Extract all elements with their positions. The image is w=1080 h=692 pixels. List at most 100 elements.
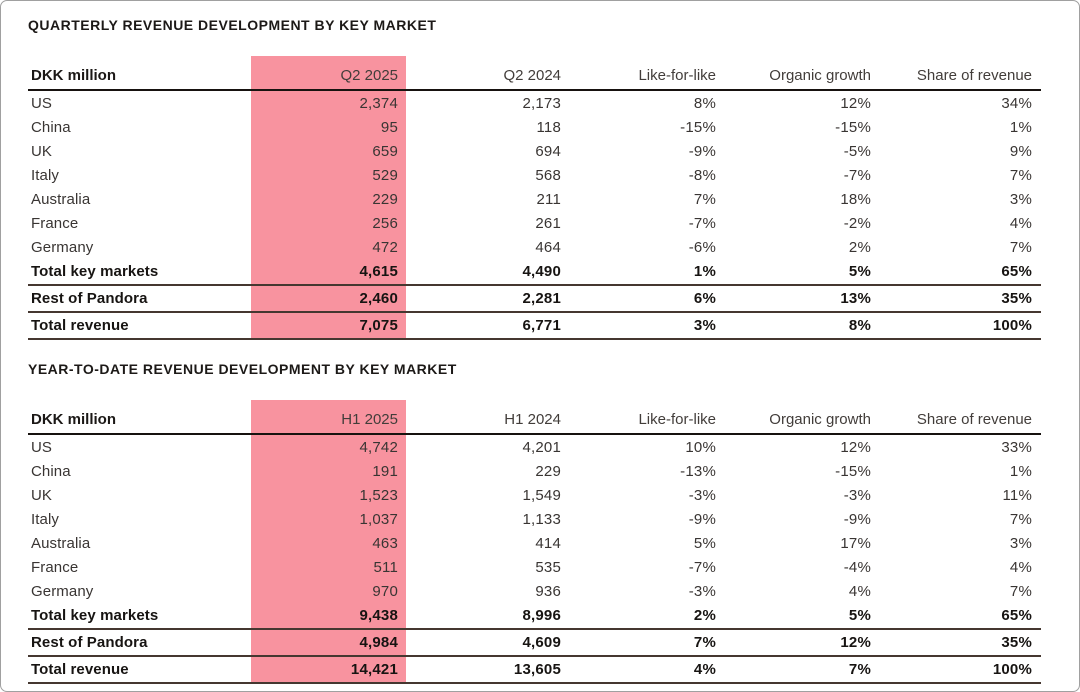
like-for-like-cell: 2% <box>561 603 716 630</box>
share-of-revenue-header: Share of revenue <box>871 56 1041 91</box>
market-cell: Italy <box>31 166 60 184</box>
total-row: Total revenue 14,421 13,605 4% 7% 100% <box>28 656 1041 684</box>
table-row: UK 1,523 1,549 -3% -3% 11% <box>28 483 1041 507</box>
organic-growth-cell: 12% <box>840 94 871 112</box>
current-cell: 4,984 <box>251 629 406 657</box>
current-cell: 256 <box>251 211 406 235</box>
quarterly-table-header: DKK million Q2 2025 Q2 2024 Like-for-lik… <box>28 56 1041 91</box>
organic-growth-cell: -3% <box>843 486 871 504</box>
total-row: Rest of Pandora 4,984 4,609 7% 12% 35% <box>28 629 1041 657</box>
market-cell: Australia <box>31 190 91 208</box>
market-cell: Rest of Pandora <box>28 285 251 313</box>
share-cell: 9% <box>1009 142 1032 160</box>
share-cell: 11% <box>1002 486 1032 504</box>
current-cell: 1,037 <box>251 507 406 531</box>
market-cell: Germany <box>31 582 94 600</box>
prior-cell: 694 <box>535 142 561 160</box>
share-cell: 1% <box>1009 462 1032 480</box>
prior-cell: 1,549 <box>522 486 561 504</box>
table-row: US 2,374 2,173 8% 12% 34% <box>28 90 1041 115</box>
organic-growth-cell: 12% <box>716 629 871 657</box>
prior-cell: 8,996 <box>406 603 561 630</box>
prior-cell: 6,771 <box>406 312 561 340</box>
like-for-like-cell: -9% <box>688 510 716 528</box>
share-cell: 7% <box>1009 166 1032 184</box>
quarterly-table-body: US 2,374 2,173 8% 12% 34% China 95 118 -15% -15% 1%… <box>28 90 1041 340</box>
prior-cell: 464 <box>535 238 561 256</box>
like-for-like-cell: -6% <box>688 238 716 256</box>
like-for-like-cell: 4% <box>561 656 716 684</box>
unit-label-header: DKK million <box>28 56 251 91</box>
current-cell: 659 <box>251 139 406 163</box>
organic-growth-cell: 5% <box>716 603 871 630</box>
current-cell: 1,523 <box>251 483 406 507</box>
market-cell: US <box>31 94 53 112</box>
like-for-like-cell: 6% <box>561 285 716 313</box>
total-row: Total key markets 9,438 8,996 2% 5% 65% <box>28 603 1041 630</box>
like-for-like-cell: 3% <box>561 312 716 340</box>
ytd-table-header: DKK million H1 2025 H1 2024 Like-for-lik… <box>28 400 1041 435</box>
prior-cell: 414 <box>535 534 561 552</box>
current-cell: 4,742 <box>251 434 406 459</box>
table-row: Italy 1,037 1,133 -9% -9% 7% <box>28 507 1041 531</box>
share-cell: 3% <box>1009 534 1032 552</box>
current-cell: 7,075 <box>251 312 406 340</box>
market-cell: Australia <box>31 534 91 552</box>
current-cell: 511 <box>251 555 406 579</box>
table-row: France 511 535 -7% -4% 4% <box>28 555 1041 579</box>
prior-period-header: Q2 2024 <box>406 56 561 91</box>
like-for-like-cell: -13% <box>680 462 716 480</box>
prior-cell: 13,605 <box>406 656 561 684</box>
like-for-like-header: Like-for-like <box>561 400 716 435</box>
table-row: Germany 970 936 -3% 4% 7% <box>28 579 1041 603</box>
organic-growth-cell: 8% <box>716 312 871 340</box>
table-row: China 191 229 -13% -15% 1% <box>28 459 1041 483</box>
market-cell: UK <box>31 142 53 160</box>
like-for-like-cell: -8% <box>688 166 716 184</box>
table-row: Australia 229 211 7% 18% 3% <box>28 187 1041 211</box>
prior-cell: 211 <box>536 190 561 208</box>
prior-cell: 229 <box>535 462 561 480</box>
prior-cell: 2,173 <box>522 94 561 112</box>
like-for-like-cell: -3% <box>688 582 716 600</box>
ytd-table-body: US 4,742 4,201 10% 12% 33% China 191 229 -13% -15%… <box>28 434 1041 684</box>
share-cell: 4% <box>1009 558 1032 576</box>
market-cell: Total key markets <box>28 259 251 286</box>
market-cell: China <box>31 118 71 136</box>
organic-growth-cell: -15% <box>835 118 871 136</box>
organic-growth-cell: 4% <box>848 582 871 600</box>
share-cell: 65% <box>871 603 1041 630</box>
current-cell: 472 <box>251 235 406 259</box>
market-cell: Italy <box>31 510 60 528</box>
ytd-revenue-table: DKK million H1 2025 H1 2024 Like-for-lik… <box>28 400 1041 684</box>
organic-growth-header: Organic growth <box>716 56 871 91</box>
market-cell: US <box>31 438 53 456</box>
organic-growth-cell: 5% <box>716 259 871 286</box>
current-cell: 4,615 <box>251 259 406 286</box>
like-for-like-cell: -9% <box>688 142 716 160</box>
share-cell: 3% <box>1009 190 1032 208</box>
market-cell: UK <box>31 486 53 504</box>
like-for-like-cell: 1% <box>561 259 716 286</box>
header-row: DKK million Q2 2025 Q2 2024 Like-for-lik… <box>28 56 1041 91</box>
market-cell: Total revenue <box>28 656 251 684</box>
share-cell: 35% <box>871 629 1041 657</box>
market-cell: Total key markets <box>28 603 251 630</box>
prior-cell: 535 <box>535 558 561 576</box>
prior-cell: 4,609 <box>406 629 561 657</box>
ytd-section-title: YEAR-TO-DATE REVENUE DEVELOPMENT BY KEY … <box>28 361 457 377</box>
organic-growth-cell: 17% <box>840 534 871 552</box>
table-row: Australia 463 414 5% 17% 3% <box>28 531 1041 555</box>
share-cell: 35% <box>871 285 1041 313</box>
share-cell: 34% <box>1001 94 1032 112</box>
prior-cell: 261 <box>535 214 561 232</box>
current-cell: 9,438 <box>251 603 406 630</box>
organic-growth-cell: 13% <box>716 285 871 313</box>
current-cell: 229 <box>251 187 406 211</box>
unit-label-header: DKK million <box>28 400 251 435</box>
prior-cell: 2,281 <box>406 285 561 313</box>
organic-growth-cell: -7% <box>843 166 871 184</box>
total-row: Rest of Pandora 2,460 2,281 6% 13% 35% <box>28 285 1041 313</box>
table-row: UK 659 694 -9% -5% 9% <box>28 139 1041 163</box>
